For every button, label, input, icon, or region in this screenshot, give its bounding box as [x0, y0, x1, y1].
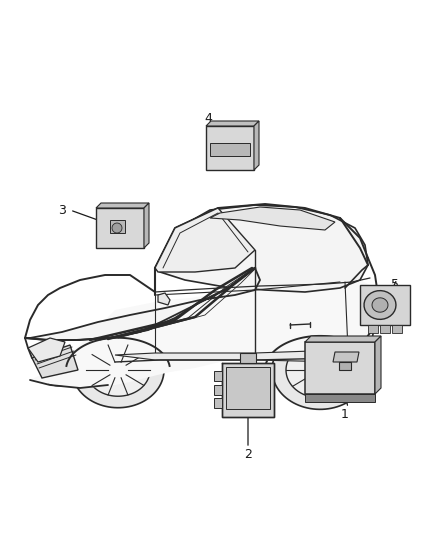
- Polygon shape: [155, 205, 368, 292]
- Polygon shape: [380, 325, 390, 333]
- Polygon shape: [115, 350, 350, 362]
- Polygon shape: [375, 336, 381, 394]
- Polygon shape: [372, 298, 388, 312]
- Polygon shape: [214, 371, 222, 381]
- Polygon shape: [32, 345, 78, 378]
- Polygon shape: [86, 344, 150, 396]
- Polygon shape: [72, 332, 164, 408]
- Polygon shape: [364, 290, 396, 319]
- Polygon shape: [46, 370, 70, 386]
- Polygon shape: [305, 342, 375, 394]
- Polygon shape: [254, 121, 259, 170]
- Polygon shape: [108, 362, 128, 378]
- Polygon shape: [226, 367, 270, 409]
- Text: 1: 1: [341, 408, 349, 422]
- Polygon shape: [110, 220, 125, 233]
- Polygon shape: [392, 325, 402, 333]
- Polygon shape: [360, 285, 410, 325]
- Polygon shape: [30, 275, 378, 388]
- Polygon shape: [210, 207, 335, 230]
- Polygon shape: [25, 268, 260, 340]
- Polygon shape: [240, 353, 256, 363]
- Text: 3: 3: [58, 204, 66, 216]
- Polygon shape: [339, 362, 351, 370]
- Polygon shape: [96, 208, 144, 248]
- Polygon shape: [155, 208, 255, 272]
- Polygon shape: [305, 336, 381, 342]
- Polygon shape: [333, 352, 359, 362]
- Polygon shape: [158, 293, 170, 305]
- Polygon shape: [308, 360, 332, 380]
- Text: 4: 4: [204, 111, 212, 125]
- Polygon shape: [210, 143, 250, 156]
- Polygon shape: [272, 330, 368, 409]
- Polygon shape: [286, 342, 354, 398]
- Polygon shape: [206, 121, 259, 126]
- Polygon shape: [214, 398, 222, 408]
- Polygon shape: [368, 325, 378, 333]
- Polygon shape: [206, 126, 254, 170]
- Polygon shape: [222, 363, 274, 417]
- Text: 2: 2: [244, 448, 252, 462]
- Polygon shape: [305, 394, 375, 402]
- Text: 5: 5: [391, 279, 399, 292]
- Polygon shape: [144, 203, 149, 248]
- Polygon shape: [112, 223, 122, 233]
- Polygon shape: [96, 203, 149, 208]
- Polygon shape: [28, 338, 65, 362]
- Polygon shape: [214, 385, 222, 395]
